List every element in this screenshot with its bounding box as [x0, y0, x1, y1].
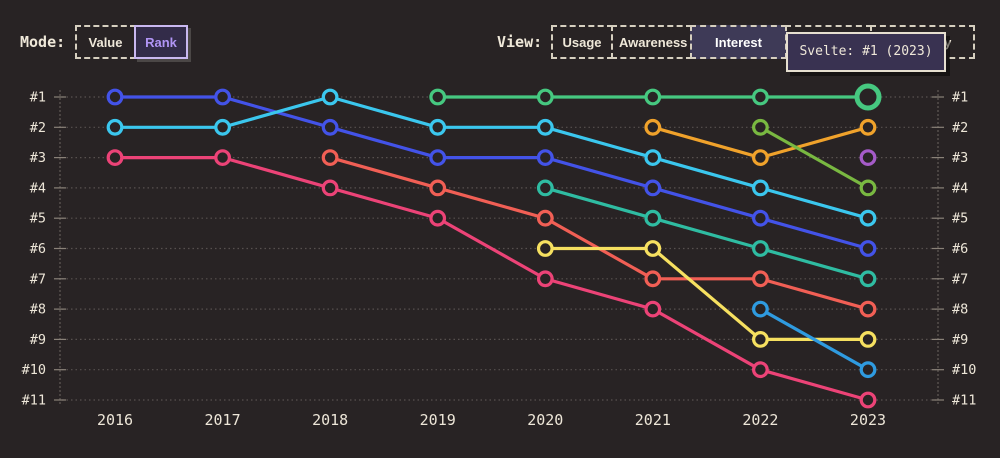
point-blue-2022[interactable]	[752, 209, 769, 227]
point-yellow-2023[interactable]	[859, 331, 877, 348]
year-label: 2017	[205, 411, 241, 429]
point-cyan-2017[interactable]	[214, 118, 232, 136]
point-Svelte-2022[interactable]	[752, 88, 769, 106]
rank-label-left: #9	[30, 332, 46, 348]
series-line-teal	[543, 186, 870, 281]
series-line-pink	[113, 156, 870, 402]
point-Svelte-2019[interactable]	[429, 88, 447, 106]
rank-label-left: #3	[30, 150, 46, 166]
point-sky-blue-2023[interactable]	[859, 361, 877, 379]
rank-label-right: #11	[952, 393, 976, 409]
point-teal-2021[interactable]	[644, 209, 662, 227]
rank-label-right: #3	[952, 150, 968, 166]
year-label: 2023	[850, 411, 886, 429]
mode-label: Mode:	[20, 33, 66, 51]
point-pink-2019[interactable]	[429, 209, 447, 227]
point-blue-2019[interactable]	[429, 149, 447, 167]
point-blue-2016[interactable]	[106, 88, 124, 106]
point-teal-2020[interactable]	[536, 179, 554, 197]
chart-tooltip: Svelte: #1 (2023)	[786, 32, 946, 72]
mode-button-value[interactable]: Value	[75, 25, 136, 59]
year-label: 2019	[420, 411, 456, 429]
rank-label-left: #4	[30, 180, 46, 196]
point-blue-2020[interactable]	[536, 149, 554, 167]
rank-label-right: #7	[952, 271, 968, 287]
rank-label-right: #8	[952, 302, 968, 318]
year-label: 2018	[312, 411, 348, 429]
view-button-awareness[interactable]: Awareness	[611, 25, 692, 59]
year-label: 2021	[635, 411, 671, 429]
mode-button-rank[interactable]: Rank	[134, 25, 188, 59]
rank-label-left: #2	[30, 120, 46, 136]
series-line-blue	[113, 95, 870, 251]
point-orange-2021[interactable]	[644, 118, 662, 136]
point-red-2019[interactable]	[429, 179, 447, 197]
point-pink-2023[interactable]	[859, 391, 877, 409]
point-pink-2017[interactable]	[214, 149, 232, 167]
point-cyan-2020[interactable]	[536, 118, 554, 136]
year-label: 2022	[742, 411, 778, 429]
point-cyan-2018[interactable]	[321, 88, 339, 106]
series-line-cyan	[113, 95, 870, 220]
rank-label-right: #4	[952, 180, 968, 196]
point-yellow-2022[interactable]	[752, 331, 769, 348]
point-orange-2022[interactable]	[752, 149, 769, 167]
rank-label-left: #6	[30, 241, 46, 257]
view-button-interest[interactable]: Interest	[690, 25, 787, 59]
point-pink-2016[interactable]	[106, 149, 124, 167]
year-label: 2016	[97, 411, 133, 429]
rank-label-left: #10	[22, 362, 46, 378]
rank-label-left: #11	[22, 393, 46, 409]
rank-label-left: #1	[30, 90, 46, 106]
point-red-2020[interactable]	[536, 209, 554, 227]
series-line-sky-blue	[758, 307, 870, 372]
point-cyan-2019[interactable]	[429, 118, 447, 136]
point-red-2018[interactable]	[321, 149, 339, 167]
point-teal-2023[interactable]	[859, 270, 877, 288]
point-pink-2021[interactable]	[644, 300, 662, 318]
point-red-2023[interactable]	[859, 300, 877, 318]
point-orange-2023[interactable]	[859, 118, 877, 136]
point-lime-2022[interactable]	[752, 118, 769, 136]
point-sky-blue-2022[interactable]	[752, 300, 769, 318]
point-yellow-2020[interactable]	[536, 240, 554, 257]
rank-label-right: #6	[952, 241, 968, 257]
rank-label-right: #2	[952, 120, 968, 136]
point-pink-2022[interactable]	[752, 361, 769, 379]
view-button-usage[interactable]: Usage	[551, 25, 613, 59]
point-pink-2018[interactable]	[321, 179, 339, 197]
point-Svelte-2020[interactable]	[536, 88, 554, 106]
year-label: 2020	[527, 411, 563, 429]
series-line-lime	[758, 125, 870, 190]
point-pink-2020[interactable]	[536, 270, 554, 288]
point-cyan-2016[interactable]	[106, 118, 124, 136]
point-cyan-2023[interactable]	[859, 209, 877, 227]
point-purple-2023[interactable]	[859, 149, 877, 167]
rank-label-left: #8	[30, 302, 46, 318]
point-blue-2017[interactable]	[214, 88, 232, 106]
rank-label-right: #10	[952, 362, 976, 378]
rank-label-left: #5	[30, 211, 46, 227]
view-label: View:	[497, 33, 543, 51]
point-red-2022[interactable]	[752, 270, 769, 288]
point-lime-2023[interactable]	[859, 179, 877, 197]
point-blue-2021[interactable]	[644, 179, 662, 197]
point-blue-2018[interactable]	[321, 118, 339, 136]
point-teal-2022[interactable]	[752, 240, 769, 257]
rank-label-right: #1	[952, 90, 968, 106]
rank-label-left: #7	[30, 271, 46, 287]
series-line-red	[328, 156, 870, 311]
point-cyan-2021[interactable]	[644, 149, 662, 167]
point-cyan-2022[interactable]	[752, 179, 769, 197]
point-Svelte-2021[interactable]	[644, 88, 662, 106]
rank-label-right: #5	[952, 211, 968, 227]
rank-label-right: #9	[952, 332, 968, 348]
point-yellow-2021[interactable]	[644, 240, 662, 257]
point-red-2021[interactable]	[644, 270, 662, 288]
point-Svelte-2023[interactable]	[854, 83, 882, 111]
point-blue-2023[interactable]	[859, 240, 877, 257]
